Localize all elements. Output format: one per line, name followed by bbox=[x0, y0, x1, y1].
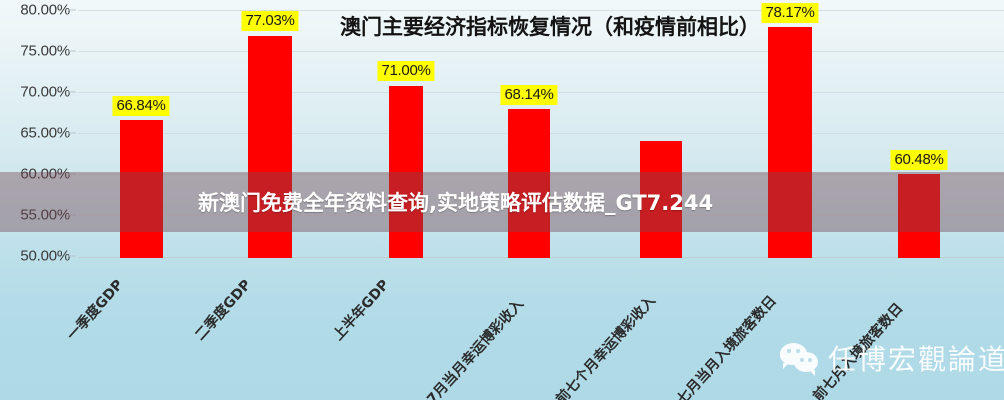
y-tick-mark bbox=[68, 9, 76, 11]
bar-value-label-0: 66.84% bbox=[112, 96, 170, 116]
bar-value-label-1: 77.03% bbox=[241, 11, 299, 31]
bar-value-label-3: 68.14% bbox=[500, 85, 558, 105]
y-tick-label-5: 55.00% bbox=[20, 206, 70, 224]
bar-2[interactable] bbox=[389, 86, 423, 258]
y-tick-label-2: 70.00% bbox=[20, 83, 70, 101]
y-tick-mark bbox=[68, 91, 76, 93]
bar-3[interactable] bbox=[508, 109, 550, 258]
overlay-banner-text: 新澳门免费全年资料查询,实地策略评估数据_GT7.244 bbox=[198, 191, 714, 215]
overlay-banner: 新澳门免费全年资料查询,实地策略评估数据_GT7.244 bbox=[0, 172, 1004, 232]
y-tick-mark bbox=[68, 50, 76, 52]
gridline bbox=[78, 51, 1004, 52]
bar-5[interactable] bbox=[768, 27, 812, 258]
y-tick-label-3: 65.00% bbox=[20, 124, 70, 142]
y-tick-label-6: 50.00% bbox=[20, 247, 70, 265]
bar-0[interactable] bbox=[120, 120, 163, 258]
plot-area: 66.84% 77.03% 71.00% 68.14% 78.17% 60.48… bbox=[78, 0, 1004, 258]
chart-title: 澳门主要经济指标恢复情况（和疫情前相比） bbox=[340, 15, 760, 39]
bar-value-label-2: 71.00% bbox=[377, 61, 435, 81]
bar-1[interactable] bbox=[248, 36, 292, 258]
y-tick-mark bbox=[68, 214, 76, 216]
y-tick-label-1: 75.00% bbox=[20, 42, 70, 60]
bar-6[interactable] bbox=[898, 174, 940, 258]
y-tick-mark bbox=[68, 173, 76, 175]
bar-value-label-6: 60.48% bbox=[890, 150, 948, 170]
y-tick-label-0: 80.00% bbox=[20, 1, 70, 19]
bar-4[interactable] bbox=[640, 141, 682, 258]
y-tick-mark bbox=[68, 132, 76, 134]
bar-value-label-5: 78.17% bbox=[761, 3, 819, 23]
y-tick-mark bbox=[68, 255, 76, 257]
y-tick-label-4: 60.00% bbox=[20, 165, 70, 183]
gridline bbox=[78, 10, 1004, 11]
